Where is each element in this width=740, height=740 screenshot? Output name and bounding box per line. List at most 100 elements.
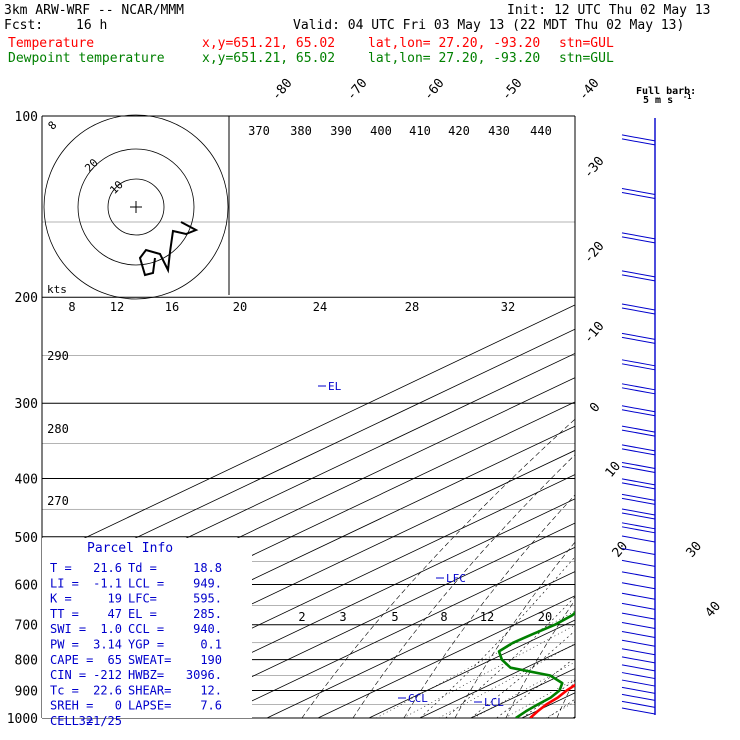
parcel-info-cell: LI = xyxy=(50,576,79,590)
moist-adiabat-line xyxy=(496,657,575,718)
parcel-info-cell: SHEAR= xyxy=(128,683,171,697)
parcel-info-cell: 285. xyxy=(193,607,222,621)
isotherm-line xyxy=(624,116,740,718)
pressure-tick-label: 800 xyxy=(15,654,38,669)
isotherm-line xyxy=(42,328,575,583)
parcel-info-cell: -212 xyxy=(93,668,122,682)
parcel-info-cell: 3096. xyxy=(186,668,222,682)
parcel-info-cell: PW = xyxy=(50,638,79,652)
wind-barb xyxy=(621,679,656,687)
parcel-info-cell: 0.1 xyxy=(200,638,222,652)
parcel-info-cell: TT = xyxy=(50,607,79,621)
mixing-ratio-line xyxy=(403,624,575,718)
wind-barb xyxy=(621,444,656,452)
wind-barb xyxy=(621,303,656,311)
mixing-ratio-label: 2 xyxy=(298,610,305,624)
dry-adiabat-label: 290 xyxy=(47,349,69,363)
dew-xy: x,y=651.21, 65.02 xyxy=(202,51,336,66)
isotherm-line xyxy=(470,668,575,718)
isotherm-label: -60 xyxy=(421,76,448,104)
isotherm-label: 40 xyxy=(703,599,725,621)
isotherm-line xyxy=(42,304,575,559)
theta-e-label: 400 xyxy=(370,124,392,138)
wind-barb xyxy=(621,409,656,417)
temperature-line xyxy=(529,683,575,718)
theta-e-label: 430 xyxy=(488,124,510,138)
parcel-info-cell: 595. xyxy=(193,592,222,606)
parcel-info-cell: CCL = xyxy=(128,622,164,636)
dry-adiabat-line xyxy=(505,599,575,718)
wind-barb xyxy=(621,461,656,469)
level-marker-label: CCL xyxy=(408,692,428,705)
level-marker-el: EL xyxy=(318,380,342,393)
isotherm-line xyxy=(521,692,575,718)
isotherm-line xyxy=(266,571,575,718)
wind-barb xyxy=(621,187,656,195)
isotherm-label: -80 xyxy=(269,76,296,104)
wind-barb xyxy=(621,571,656,579)
moist-adiabat-line xyxy=(572,716,575,718)
wind-barb xyxy=(621,497,656,505)
parcel-info-cell: Td = xyxy=(128,561,157,575)
hodograph-ring xyxy=(43,114,229,300)
hodograph-ring xyxy=(77,148,195,266)
mixing-ratio-label: 12 xyxy=(480,610,494,624)
level-marker-label: EL xyxy=(328,380,342,393)
dry-adiabat-line xyxy=(301,418,575,718)
parcel-info-cell: 940. xyxy=(193,622,222,636)
parcel-info-cell: 12. xyxy=(200,683,222,697)
hodograph-unit-label: kts xyxy=(47,283,67,296)
isotherm-label: 0 xyxy=(587,400,604,416)
wind-barb xyxy=(621,602,656,610)
wind-barb xyxy=(621,465,656,473)
parcel-info-cell: 22.6 xyxy=(93,683,122,697)
parcel-info-title: Parcel Info xyxy=(87,541,173,556)
hodograph-ring-label: 20 xyxy=(233,300,247,314)
wind-barb xyxy=(621,359,656,367)
parcel-info-cell: 3.14 xyxy=(93,638,122,652)
mixing-ratio-label: 3 xyxy=(339,610,346,624)
wind-barb xyxy=(621,559,656,567)
wind-barb xyxy=(621,482,656,490)
wind-barb xyxy=(621,191,656,199)
wind-barb xyxy=(621,270,656,278)
parcel-info-cell: CELL = xyxy=(50,714,93,728)
wind-barb xyxy=(621,639,656,647)
wind-barb xyxy=(621,700,656,708)
hodograph-ring-label: 8 xyxy=(68,300,75,314)
theta-e-label: 420 xyxy=(448,124,470,138)
wind-barb xyxy=(621,582,656,590)
pressure-tick-label: 500 xyxy=(15,531,38,546)
wind-barb xyxy=(621,535,656,543)
pressure-tick-label: 100 xyxy=(15,110,38,125)
init-label: Init: 12 UTC Thu 02 May 13 xyxy=(507,3,711,18)
wind-barbs xyxy=(621,118,656,715)
parcel-info-cell: T = xyxy=(50,561,72,575)
dry-adiabat-line xyxy=(403,494,575,718)
wind-barb xyxy=(621,307,656,315)
parcel-info-cell: CAPE = xyxy=(50,653,93,667)
wind-barb xyxy=(621,621,656,629)
dew-latlon: lat,lon= 27.20, -93.20 xyxy=(368,51,541,66)
parcel-info-cell: 949. xyxy=(193,576,222,590)
isotherm-line xyxy=(675,116,740,718)
hodograph-ring-label: 28 xyxy=(405,300,419,314)
parcel-info-cell: LCL = xyxy=(128,576,164,590)
mixing-ratio-label: 5 xyxy=(391,610,398,624)
pressure-tick-label: 1000 xyxy=(7,712,38,727)
hodograph-ring xyxy=(107,178,165,236)
wind-barb xyxy=(621,707,656,715)
dry-adiabat-label: 280 xyxy=(47,422,69,436)
hodograph-ring-label: 24 xyxy=(313,300,327,314)
isotherm-label: -40 xyxy=(576,76,603,104)
dewpoint-line xyxy=(497,611,575,718)
wind-barb xyxy=(621,363,656,371)
wind-barb xyxy=(621,332,656,340)
theta-e-label: 410 xyxy=(409,124,431,138)
wind-barb xyxy=(621,686,656,694)
mixing-ratio-label: 8 xyxy=(440,610,447,624)
dry-adiabat-line xyxy=(608,116,740,718)
barb-note-title: Full barb: xyxy=(636,86,696,97)
wind-barb xyxy=(621,656,656,664)
pressure-tick-label: 400 xyxy=(15,472,38,487)
